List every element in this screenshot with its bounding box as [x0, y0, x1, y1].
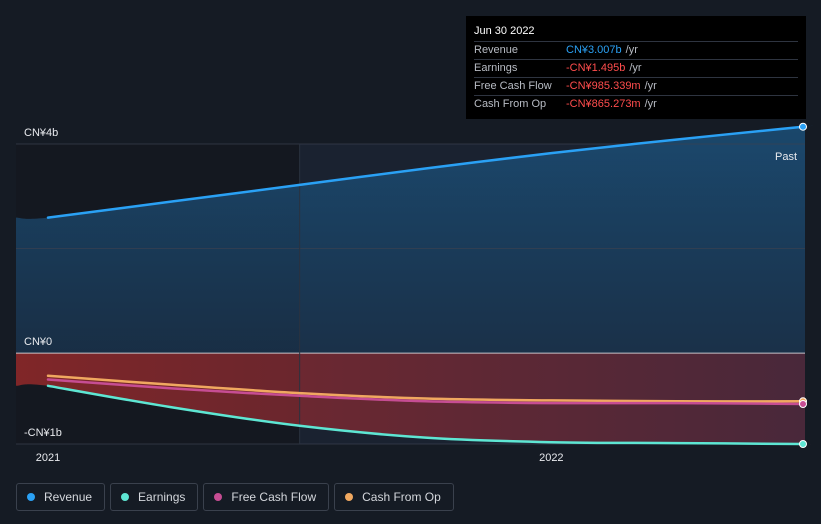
series-line-revenue [46, 125, 805, 219]
tooltip-value: -CN¥985.339m [566, 80, 641, 92]
x-tick-label: 2022 [539, 452, 563, 464]
past-label: Past [775, 151, 797, 163]
tooltip-label: Free Cash Flow [474, 80, 552, 92]
legend-dot-icon [27, 493, 35, 501]
legend-label: Cash From Op [362, 490, 441, 504]
series-line-free-cash-flow [46, 378, 805, 406]
tooltip-row-free-cash-flow: Free Cash Flow -CN¥985.339m /yr [474, 77, 798, 95]
legend-dot-icon [121, 493, 130, 501]
tooltip-unit: /yr [625, 44, 638, 56]
tooltip-label: Revenue [474, 44, 519, 56]
legend-dot-icon [214, 493, 223, 501]
series-end-point-free-cash-flow [799, 400, 807, 408]
tooltip-unit: /yr [629, 62, 642, 74]
tooltip-label: Earnings [474, 62, 518, 74]
tooltip-unit: /yr [644, 98, 657, 110]
legend: Revenue Earnings Free Cash Flow Cash Fro… [16, 483, 454, 511]
tooltip-value: -CN¥865.273m [566, 98, 641, 110]
y-tick-label: -CN¥1b [24, 427, 62, 439]
legend-label: Free Cash Flow [231, 490, 317, 504]
legend-label: Earnings [138, 490, 186, 504]
tooltip-unit: /yr [644, 80, 657, 92]
tooltip: Jun 30 2022 Revenue CN¥3.007b /yr Earnin… [466, 16, 806, 119]
legend-label: Revenue [44, 490, 93, 504]
series-line-earnings [46, 384, 805, 446]
legend-item-revenue[interactable]: Revenue [16, 483, 106, 511]
tooltip-label: Cash From Op [474, 98, 547, 110]
tooltip-value: CN¥3.007b [566, 44, 622, 56]
legend-dot-icon [345, 493, 354, 501]
y-tick-label: CN¥4b [24, 127, 58, 139]
tooltip-row-revenue: Revenue CN¥3.007b /yr [474, 41, 798, 59]
legend-item-earnings[interactable]: Earnings [110, 483, 199, 511]
revenue-area [16, 125, 813, 354]
series-line-cash-from-op [46, 374, 805, 403]
x-tick-label: 2021 [36, 452, 60, 464]
tooltip-row-earnings: Earnings -CN¥1.495b /yr [474, 59, 798, 77]
series-end-point-earnings [799, 440, 807, 448]
y-tick-label: CN¥0 [24, 336, 52, 348]
legend-item-free-cash-flow[interactable]: Free Cash Flow [203, 483, 330, 511]
tooltip-value: -CN¥1.495b [566, 62, 626, 74]
legend-item-cash-from-op[interactable]: Cash From Op [334, 483, 454, 511]
tooltip-date: Jun 30 2022 [474, 25, 535, 37]
tooltip-row-cash-from-op: Cash From Op -CN¥865.273m /yr [474, 95, 798, 113]
series-end-point-revenue [799, 122, 807, 131]
